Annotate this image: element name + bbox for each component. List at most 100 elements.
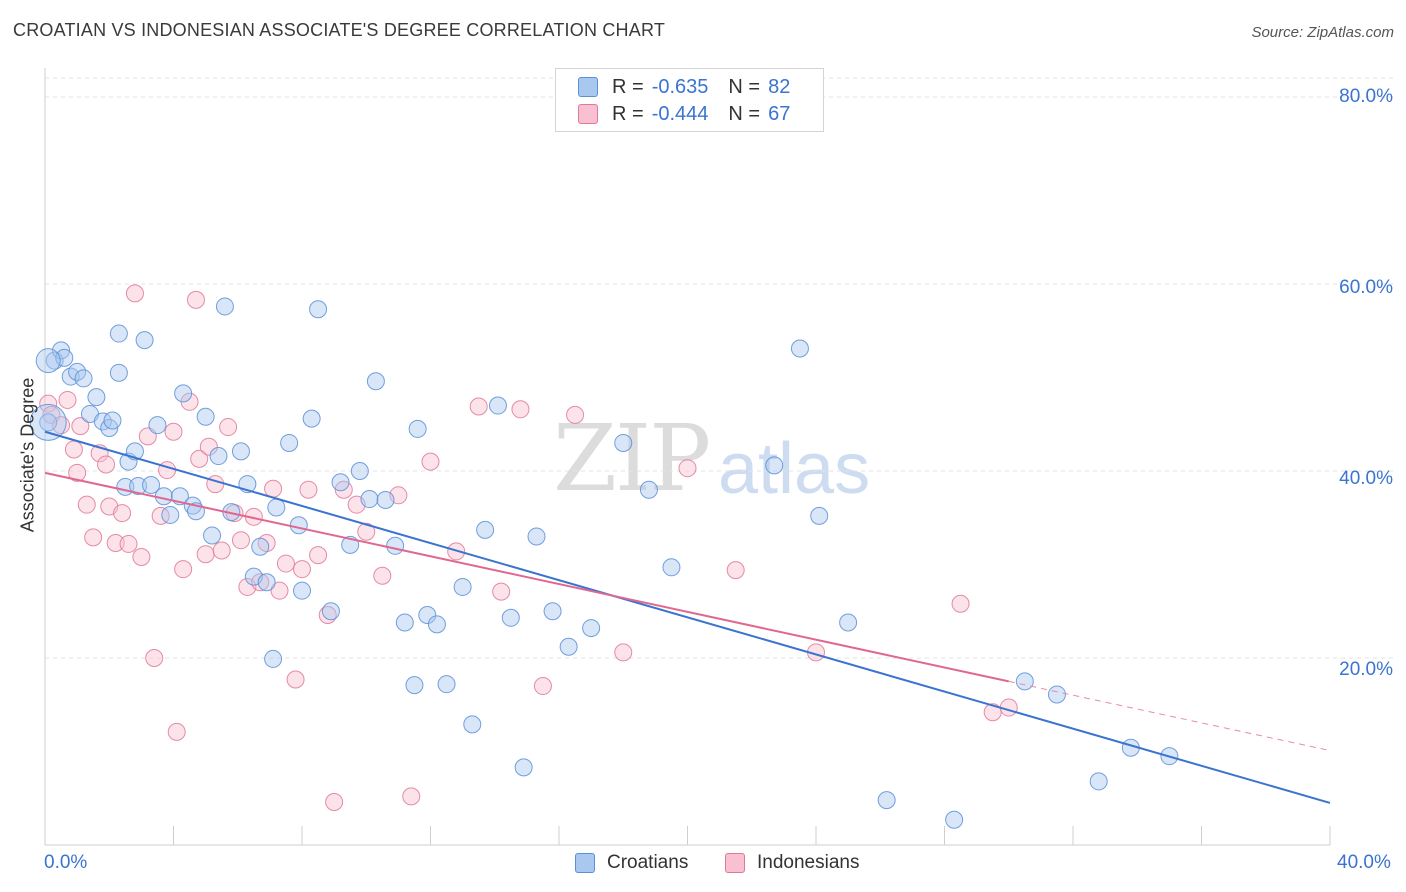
indonesian-point: [64, 440, 83, 459]
croatian-point: [215, 297, 234, 316]
croatian-point: [543, 602, 562, 621]
y-tick-label: 80.0%: [1339, 86, 1393, 107]
indonesian-point: [469, 397, 488, 416]
indonesian-point: [151, 506, 170, 525]
croatian-point: [514, 758, 533, 777]
watermark-zip: ZIP: [553, 405, 711, 512]
indonesian-point: [219, 418, 238, 437]
indonesian-point: [951, 594, 970, 613]
croatian-point: [74, 369, 93, 388]
croatian-point: [408, 419, 427, 438]
indonesian-point: [309, 546, 328, 565]
croatian-point: [209, 447, 228, 466]
indonesian-point: [97, 455, 116, 474]
croatian-point: [765, 456, 784, 475]
data-points: [29, 284, 1179, 829]
trend-lines: [44, 430, 1331, 804]
croatian-point: [103, 411, 122, 430]
r-value: -0.444: [651, 102, 709, 125]
croatian-point: [174, 384, 193, 403]
indonesian-point: [106, 533, 125, 552]
y-tick-label: 40.0%: [1339, 468, 1393, 489]
indonesian-point: [678, 459, 697, 478]
croatian-point: [463, 715, 482, 734]
indonesian-point: [113, 504, 132, 523]
croatian-point: [376, 490, 395, 509]
r-label: R =: [612, 75, 644, 98]
croatian-point: [476, 520, 495, 539]
indonesian-point: [511, 400, 530, 419]
croatian-point: [135, 331, 154, 350]
indonesian-point: [293, 560, 311, 579]
indonesian-point: [286, 670, 305, 689]
indonesian-point: [421, 452, 440, 471]
croatian-point: [386, 536, 405, 555]
y-tick-label: 60.0%: [1339, 277, 1393, 298]
croatian-point: [366, 372, 385, 391]
croatian-point: [302, 409, 321, 428]
croatian-point: [264, 649, 283, 668]
croatian-point: [453, 577, 472, 596]
croatian-point: [267, 498, 286, 517]
croatian-point: [154, 487, 173, 506]
legend-row-indonesians: R = -0.444 N = 67: [578, 102, 790, 126]
croatian-point: [559, 637, 578, 656]
indonesian-point: [402, 787, 421, 806]
croatian-point: [93, 412, 112, 431]
indonesian-point: [276, 554, 295, 573]
y-tick-label: 20.0%: [1339, 659, 1393, 680]
croatian-point: [331, 473, 350, 492]
n-value: 67: [768, 102, 791, 125]
indonesian-point: [125, 284, 144, 303]
croatian-point: [142, 476, 161, 495]
indonesian-point: [270, 581, 289, 600]
indonesian-point: [325, 792, 344, 811]
croatian-point: [582, 619, 601, 638]
x-tick-label: 40.0%: [1337, 852, 1391, 873]
croatian-point: [35, 348, 61, 374]
croatian-point: [280, 433, 299, 452]
indonesian-point: [71, 417, 90, 436]
indonesian-trend-line: [44, 471, 1009, 683]
legend-label: Croatians: [607, 852, 689, 873]
indonesian-point: [68, 463, 87, 482]
indonesian-point: [39, 394, 58, 413]
croatian-point: [501, 608, 520, 627]
indonesian-point: [132, 548, 151, 567]
croatian-point: [405, 676, 424, 695]
indonesian-point: [196, 545, 215, 564]
croatian-point: [488, 396, 507, 415]
indonesian-point: [357, 522, 376, 541]
croatian-point: [321, 602, 340, 621]
croatian-point: [810, 506, 829, 525]
croatian-point: [251, 537, 270, 556]
croatian-point: [427, 615, 446, 634]
croatian-point: [437, 675, 456, 694]
indonesians-swatch: [578, 104, 598, 124]
croatian-point: [418, 605, 437, 624]
r-value: -0.635: [651, 75, 709, 98]
croatian-point: [109, 324, 128, 343]
indonesian-point: [726, 561, 745, 580]
croatian-point: [614, 433, 633, 452]
croatian-point: [161, 505, 180, 524]
croatian-point: [945, 810, 964, 829]
watermark-atlas: atlas: [718, 429, 871, 509]
indonesian-point: [186, 290, 205, 309]
croatian-point: [293, 581, 311, 600]
indonesian-point: [84, 528, 103, 547]
n-label: N =: [728, 102, 761, 125]
x-tick-label: 0.0%: [44, 852, 88, 873]
indonesian-point: [164, 422, 183, 441]
indonesian-point: [58, 390, 77, 409]
croatian-point: [527, 527, 546, 546]
indonesian-trend-extension: [1008, 680, 1331, 752]
indonesian-point: [167, 722, 186, 741]
indonesian-point: [566, 405, 585, 424]
croatian-point: [29, 403, 67, 441]
indonesian-point: [77, 495, 96, 514]
croatian-trend-line: [44, 430, 1331, 804]
legend-row-croatians: R = -0.635 N = 82: [578, 75, 790, 99]
croatian-point: [839, 613, 858, 632]
